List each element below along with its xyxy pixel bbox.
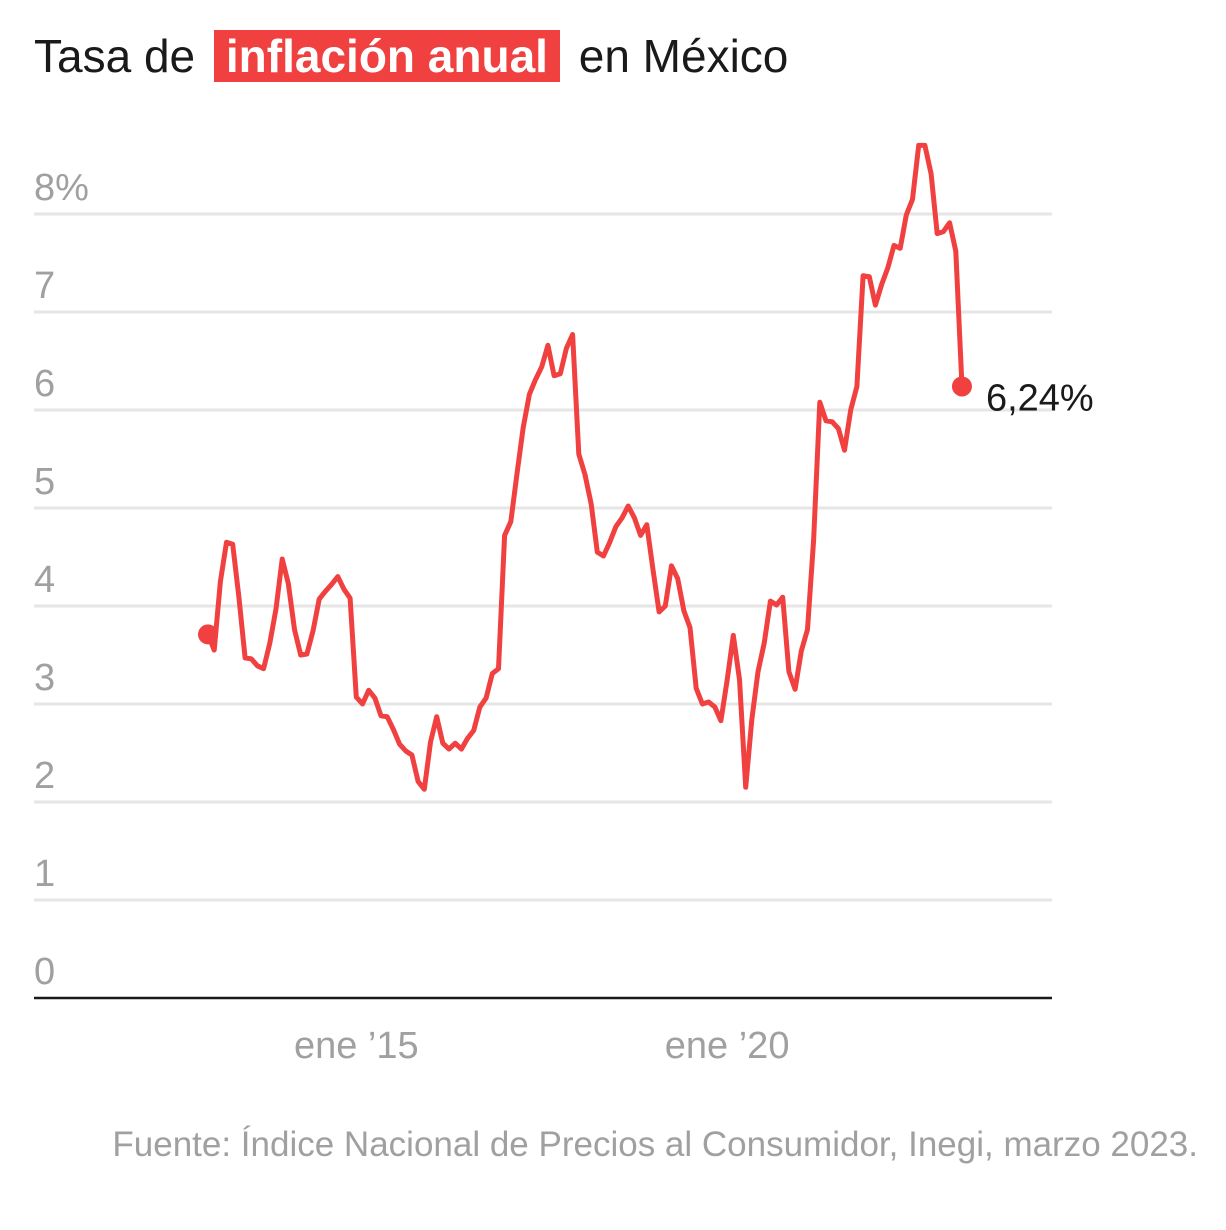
title-prefix: Tasa de — [34, 30, 196, 82]
y-tick-label: 7 — [34, 265, 55, 307]
gridlines — [34, 212, 1052, 902]
title-suffix: en México — [578, 30, 789, 82]
y-tick-label: 4 — [34, 559, 55, 601]
y-tick-label: 0 — [34, 951, 55, 993]
line-chart: 8% 7 6 5 4 3 2 1 0 ene ’15 ene ’20 6,24% — [34, 142, 1094, 1067]
y-tick-label: 8% — [34, 167, 89, 209]
end-value-label: 6,24% — [986, 377, 1094, 419]
y-axis-ticks: 8% 7 6 5 4 3 2 1 0 — [34, 167, 89, 993]
x-axis-ticks: ene ’15 ene ’20 — [294, 1025, 789, 1067]
y-tick-label: 5 — [34, 461, 55, 503]
x-tick-label: ene ’20 — [665, 1025, 790, 1067]
y-tick-label: 6 — [34, 363, 55, 405]
y-tick-label: 3 — [34, 657, 55, 699]
chart-title: Tasa de inflación anual en México — [34, 26, 788, 86]
y-tick-label: 1 — [34, 853, 55, 895]
y-tick-label: 2 — [34, 755, 55, 797]
series-start-point — [198, 624, 218, 645]
source-note: Fuente: Índice Nacional de Precios al Co… — [112, 1125, 1198, 1164]
title-highlight: inflación anual — [213, 30, 560, 82]
x-tick-label: ene ’15 — [294, 1025, 419, 1067]
inflation-series-line — [205, 142, 965, 792]
series-end-point — [951, 376, 972, 397]
